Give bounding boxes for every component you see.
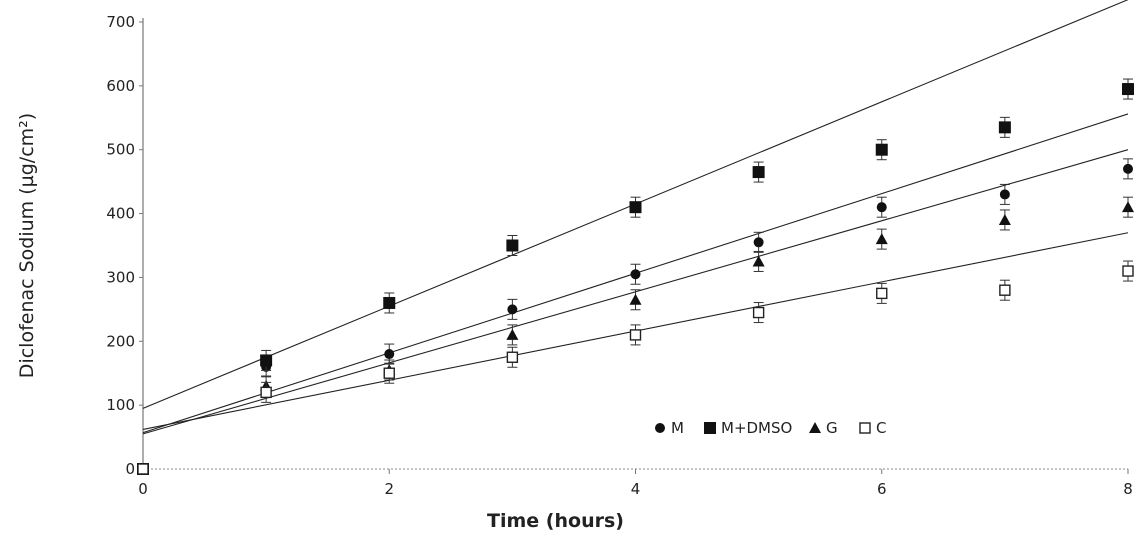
x-axis-title: Time (hours) [487, 510, 624, 532]
legend-label: M [671, 419, 684, 437]
data-point [753, 237, 764, 248]
legend-label: G [826, 419, 838, 437]
series-m-dmso [137, 0, 1134, 475]
y-axis-title: Diclofenac Sodium (µg/cm²) [16, 113, 38, 378]
data-point [999, 284, 1011, 296]
data-point [1122, 83, 1134, 96]
legend: M M+DMSO G C [655, 419, 886, 437]
x-tick-label: 8 [1123, 480, 1133, 498]
legend-marker [704, 422, 716, 434]
data-point [506, 239, 519, 252]
y-tick-label: 0 [125, 460, 135, 478]
y-tick-label: 200 [106, 332, 135, 350]
x-tick-label: 2 [384, 480, 394, 498]
data-point [260, 386, 272, 399]
data-point [137, 463, 149, 475]
data-point [1122, 201, 1134, 213]
data-point [629, 293, 642, 305]
data-point [1122, 265, 1134, 277]
data-point [752, 166, 765, 179]
legend-marker [809, 422, 821, 433]
legend-label: M+DMSO [721, 419, 792, 437]
y-tick-label: 300 [106, 268, 135, 286]
data-point [876, 202, 887, 213]
data-point [876, 287, 888, 300]
data-point [506, 328, 519, 340]
x-tick-label: 6 [877, 480, 887, 498]
legend-marker [655, 423, 665, 433]
data-point [998, 213, 1011, 225]
data-point [999, 189, 1010, 200]
x-tick-label: 0 [138, 480, 148, 498]
series-c [137, 232, 1134, 475]
data-point [507, 304, 518, 315]
data-point [875, 143, 888, 156]
data-point [875, 233, 888, 245]
data-point [1123, 163, 1133, 174]
data-point [260, 354, 273, 367]
data-point [629, 329, 642, 341]
data-point [630, 269, 641, 280]
data-point [998, 121, 1011, 134]
x-tick-label: 4 [631, 480, 641, 498]
y-tick-label: 100 [106, 396, 135, 414]
y-tick-label: 700 [106, 13, 135, 31]
y-tick-label: 500 [106, 141, 135, 159]
data-point [506, 351, 519, 363]
data-point [752, 306, 765, 319]
legend-marker [859, 422, 871, 434]
data-point [384, 349, 395, 360]
data-point [629, 201, 642, 214]
y-tick-label: 400 [106, 205, 135, 223]
data-point [383, 367, 395, 379]
data-point [752, 255, 765, 267]
legend-label: C [876, 419, 886, 437]
y-tick-label: 600 [106, 77, 135, 95]
data-point [383, 296, 396, 309]
